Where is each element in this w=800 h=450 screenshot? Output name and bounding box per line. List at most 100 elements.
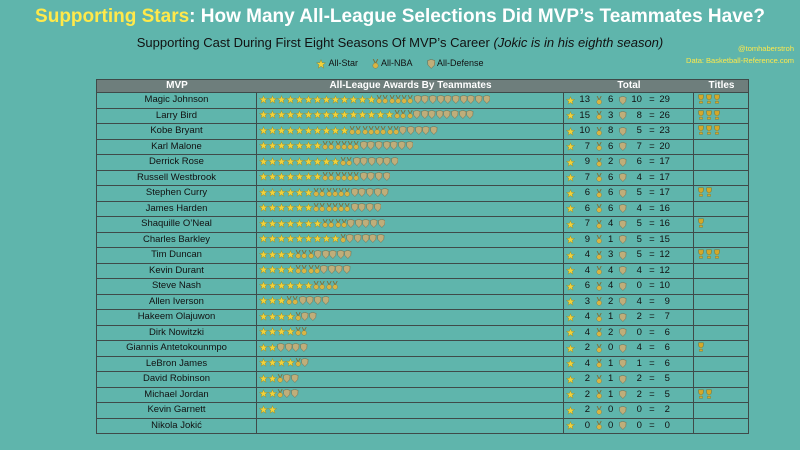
star-icon [259, 157, 268, 166]
star-icon [304, 110, 313, 120]
awards-icons [257, 403, 564, 418]
mvp-name: Russell Westbrook [97, 170, 257, 185]
header-titles: Titles [708, 80, 735, 91]
medal-icon [322, 218, 328, 228]
shield-icon [377, 234, 385, 244]
star-icon [268, 203, 277, 213]
shield-icon [430, 126, 438, 135]
table-row: Kobe Bryant 10 8 5 = 23 [96, 124, 749, 140]
awards-icons [257, 108, 564, 123]
credit-handle: @tomhaberstroh [738, 44, 794, 53]
totals-cell: 4 1 2 = 7 [564, 310, 694, 325]
star-icon [277, 327, 286, 337]
shield-icon [291, 389, 299, 399]
star-icon [259, 343, 268, 352]
mvp-name: Michael Jordan [97, 387, 257, 402]
all-star-count: 7 [584, 171, 590, 183]
totals-cell: 0 0 0 = 0 [564, 418, 694, 433]
awards-icons [257, 124, 564, 139]
medal-icon [596, 188, 602, 198]
titles-cell [694, 403, 749, 418]
medal-icon [596, 328, 602, 337]
medal-icon [335, 172, 341, 182]
shield-icon [407, 126, 415, 135]
shield-icon [383, 141, 391, 151]
all-nba-count: 2 [608, 326, 614, 338]
shield-icon [619, 219, 627, 229]
totals-cell: 10 8 5 = 23 [564, 124, 694, 139]
titles-cell [694, 93, 749, 108]
mvp-name: Charles Barkley [97, 232, 257, 247]
shield-icon [405, 141, 414, 151]
trophy-icon [697, 218, 705, 228]
shield-icon [291, 374, 299, 383]
equals-sign: = [649, 419, 655, 431]
table-row: Derrick Rose 9 2 6 = 17 [96, 155, 749, 171]
awards-icons [257, 201, 564, 216]
trophy-icon [713, 249, 721, 259]
star-icon [313, 234, 322, 244]
shield-icon [619, 173, 627, 183]
chart-subtitle-main: Supporting Cast During First Eight Seaso… [136, 35, 490, 50]
star-icon [268, 358, 277, 368]
star-icon [295, 219, 304, 228]
shield-icon [284, 343, 293, 352]
medal-icon [401, 94, 407, 104]
star-icon [286, 219, 295, 228]
medal-icon [295, 311, 301, 321]
totals-cell: 2 1 2 = 5 [564, 372, 694, 387]
awards-icons [257, 310, 564, 325]
trophy-icon [705, 187, 713, 197]
star-icon [277, 95, 286, 104]
shield-icon [352, 157, 361, 166]
medal-icon [596, 157, 602, 167]
medal-icon [322, 141, 328, 151]
shield-icon [375, 157, 384, 166]
all-star-count: 2 [584, 342, 590, 353]
titles-cell [694, 419, 749, 434]
trophy-icon [697, 110, 705, 120]
star-icon [304, 126, 313, 135]
totals-cell: 6 4 0 = 10 [564, 279, 694, 294]
table-row: Stephen Curry 6 6 5 = 17 [96, 186, 749, 202]
mvp-name: Shaquille O’Neal [97, 217, 257, 232]
legend-label: All-Star [328, 58, 358, 69]
shield-icon [378, 219, 386, 228]
shield-icon [355, 219, 363, 228]
star-icon [268, 389, 277, 399]
star-icon [566, 157, 575, 167]
totals-cell: 9 2 6 = 17 [564, 155, 694, 170]
titles-cell [694, 248, 749, 263]
star-icon [268, 172, 277, 182]
star-icon [259, 250, 268, 259]
medal-icon [596, 219, 602, 229]
star-icon [304, 157, 313, 166]
medal-icon [596, 359, 602, 368]
star-icon [286, 157, 295, 166]
equals-sign: = [649, 357, 655, 369]
medal-icon [295, 249, 301, 259]
titles-cell [694, 109, 749, 124]
shield-icon [426, 59, 438, 69]
medal-icon [340, 156, 346, 166]
shield-icon [370, 219, 378, 228]
shield-icon [360, 141, 368, 151]
star-icon [313, 95, 322, 104]
shield-icon [375, 172, 383, 182]
medal-icon [407, 94, 414, 104]
equals-sign: = [649, 218, 655, 229]
totals-cell: 3 2 4 = 9 [564, 294, 694, 309]
all-defense-count: 7 [636, 140, 642, 152]
shield-icon [328, 265, 336, 275]
shield-icon [277, 343, 285, 352]
star-icon [277, 141, 286, 151]
table-header-row: MVP All-League Awards By Teammates Total… [96, 79, 749, 93]
star-icon [295, 234, 304, 244]
mvp-name: Hakeem Olajuwon [97, 310, 257, 325]
all-nba-count: 6 [608, 171, 614, 183]
trophy-icon [713, 125, 721, 135]
shield-icon [351, 188, 359, 197]
star-icon [304, 203, 313, 213]
star-icon [268, 312, 277, 321]
all-nba-count: 2 [608, 156, 614, 167]
